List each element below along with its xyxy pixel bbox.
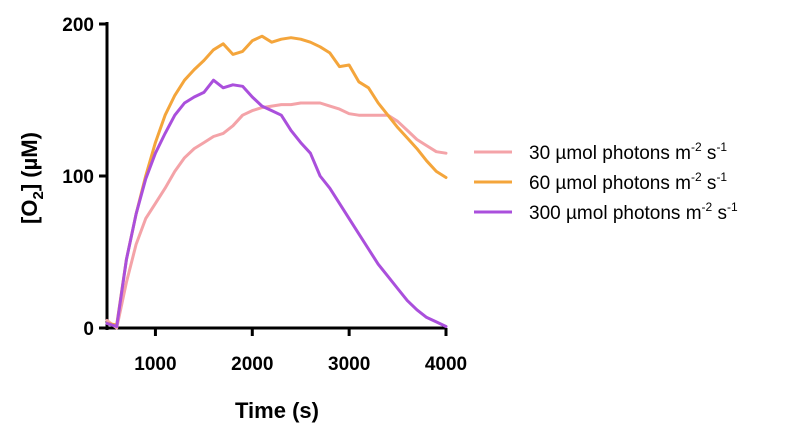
- legend-label: 60 µmol photons m-2 s-1: [529, 170, 727, 194]
- legend-label: 300 µmol photons m-2 s-1: [529, 200, 738, 224]
- legend-label: 30 µmol photons m-2 s-1: [529, 140, 727, 164]
- series-line-2: [105, 78, 448, 328]
- x-ticks: 1000 2000 3000 4000: [134, 328, 467, 375]
- y-ticks: 0 100 200: [62, 15, 107, 340]
- x-tick-label: 1000: [134, 354, 176, 375]
- x-tick-label: 2000: [231, 354, 273, 375]
- legend: 30 µmol photons m-2 s-1 60 µmol photons m…: [474, 140, 738, 224]
- y-tick-label: 200: [62, 15, 94, 36]
- x-tick-label: 4000: [425, 354, 467, 375]
- y-axis-title: [O2] (µM): [17, 132, 47, 224]
- x-axis-title: Time (s): [235, 398, 319, 423]
- series-line-1: [105, 34, 448, 327]
- series-lines: [105, 34, 448, 330]
- y-tick-label: 100: [62, 167, 94, 188]
- y-tick-label: 0: [83, 319, 94, 340]
- x-tick-label: 3000: [328, 354, 370, 375]
